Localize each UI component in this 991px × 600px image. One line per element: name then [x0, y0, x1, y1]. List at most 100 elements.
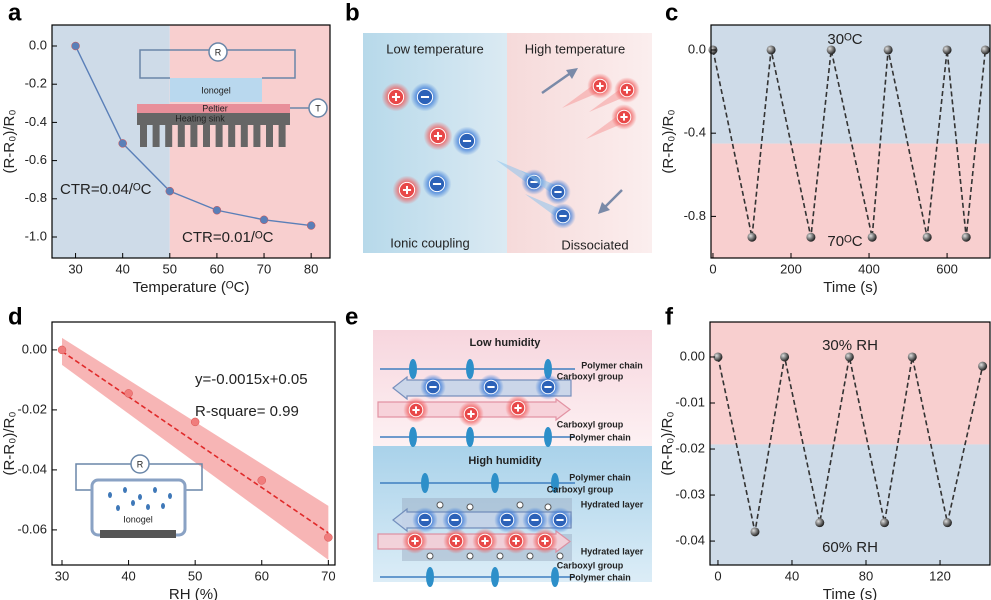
droplet — [131, 500, 135, 506]
data-point — [324, 533, 333, 542]
motion-arrow-head — [598, 202, 610, 214]
y-tick-label: -0.2 — [25, 76, 47, 91]
diagram-label: Polymer chain — [581, 360, 643, 370]
y-tick-label: 0.00 — [680, 348, 705, 363]
data-point — [57, 345, 67, 355]
x-tick-label: 0 — [709, 261, 716, 276]
water-molecule — [496, 552, 504, 560]
data-point — [978, 361, 988, 371]
carboxyl-group — [551, 473, 559, 493]
droplet — [153, 487, 157, 493]
data-point — [942, 45, 952, 55]
meter — [130, 454, 150, 474]
data-point — [747, 232, 757, 242]
annotation: 60% RH — [822, 539, 878, 556]
x-tick-label: 70 — [257, 261, 271, 276]
y-tick-label: -1.0 — [25, 228, 47, 243]
water-molecule — [426, 552, 434, 560]
diagram-label: Carboxyl group — [557, 371, 624, 381]
data-point — [750, 527, 760, 537]
annotation: CTR=0.04/ᴼC — [60, 181, 152, 198]
heat-sink-fin — [190, 125, 198, 147]
y-tick-label: -0.4 — [684, 125, 706, 140]
series-line — [61, 350, 329, 534]
diagram-label: Polymer chain — [569, 472, 631, 482]
x-axis-title: RH (%) — [169, 586, 218, 600]
inset-label: Peltier — [202, 103, 228, 113]
droplet — [123, 487, 127, 493]
x-tick-label: 60 — [210, 261, 224, 276]
data-point — [71, 41, 80, 51]
heat-sink-fin — [177, 125, 185, 147]
motion-arrow-head — [566, 68, 578, 79]
x-axis-title: Time (s) — [823, 279, 877, 296]
water-molecule — [516, 501, 524, 509]
diagram-label: Low temperature — [386, 41, 484, 56]
ionogel — [170, 78, 262, 102]
data-point — [766, 45, 776, 55]
data-point — [961, 232, 971, 242]
carboxyl-group — [544, 359, 552, 379]
y-axis-title: (R-R₀)/R₀ — [660, 109, 677, 173]
panel-label: d — [8, 303, 23, 330]
inset-label: Heating sink — [175, 113, 225, 123]
y-axis-title: (R-R₀)/R₀ — [1, 109, 18, 173]
carboxyl-group — [491, 473, 499, 493]
data-point — [844, 352, 854, 362]
x-axis-title: Temperature (ᴼC) — [133, 279, 250, 296]
diagram-label: High humidity — [468, 455, 542, 467]
data-point — [826, 45, 836, 55]
heat-sink-fin — [203, 125, 210, 147]
diagram-label: Ionic coupling — [390, 235, 470, 250]
x-tick-label: 30 — [68, 261, 82, 276]
data-point — [880, 518, 890, 528]
data-point — [806, 232, 816, 242]
series-line — [717, 356, 984, 533]
y-tick-label: -0.01 — [675, 394, 705, 409]
series-line — [712, 49, 987, 238]
thermometer — [308, 98, 328, 118]
water-molecule — [556, 552, 564, 560]
diagram-label: Low humidity — [470, 337, 542, 349]
heat-sink-fin — [215, 125, 223, 147]
heat-sink-fin — [253, 125, 261, 147]
data-point — [124, 389, 133, 398]
y-tick-label: -0.02 — [675, 440, 705, 455]
diagram-label: High temperature — [525, 41, 625, 56]
panel-label: f — [665, 303, 674, 330]
diagram-label: Polymer chain — [569, 572, 631, 582]
y-axis-title: (R-R₀)/R₀ — [1, 411, 18, 475]
inset-label: T — [315, 103, 321, 113]
inset-label: Ionogel — [123, 514, 153, 524]
y-tick-label: 0.00 — [22, 341, 47, 356]
x-tick-label: 40 — [121, 568, 135, 583]
data-point — [713, 352, 723, 362]
plot-frame — [51, 321, 336, 566]
y-tick-label: 0.0 — [688, 41, 706, 56]
x-tick-label: 600 — [936, 261, 958, 276]
x-tick-label: 40 — [115, 261, 129, 276]
annotation: R-square= 0.99 — [195, 403, 299, 420]
y-axis-title: (R-R₀)/R₀ — [659, 411, 676, 475]
annotation: CTR=0.01/ᴼC — [182, 229, 274, 246]
droplet — [108, 492, 112, 498]
water-molecule — [544, 503, 552, 511]
carboxyl-group — [421, 473, 429, 493]
water-molecule — [466, 503, 474, 511]
data-point — [118, 139, 127, 148]
region — [52, 25, 170, 258]
data-point — [306, 221, 316, 230]
diagram-label: Hydrated layer — [581, 499, 644, 509]
x-tick-label: 40 — [785, 568, 799, 583]
peltier — [137, 104, 290, 113]
motion-arrow — [541, 70, 573, 95]
diagram-label: Carboxyl group — [557, 419, 624, 429]
y-tick-label: -0.6 — [25, 152, 47, 167]
plot-frame — [51, 24, 331, 259]
data-point — [922, 232, 932, 242]
chamber — [90, 478, 187, 537]
droplet — [146, 504, 150, 510]
heat-sink-fin — [240, 125, 248, 147]
diagram-label: Dissociated — [561, 237, 628, 252]
panel-label: c — [665, 0, 678, 26]
